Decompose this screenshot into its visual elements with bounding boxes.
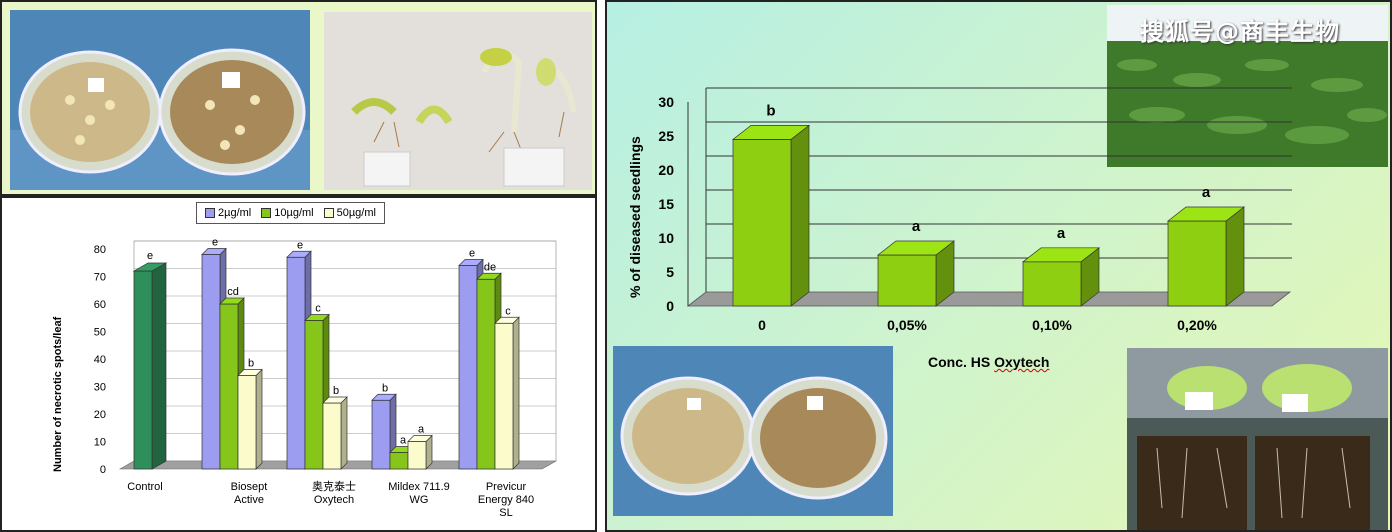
legend-swatch <box>323 208 334 218</box>
left-bar-2µg/ml <box>286 256 306 470</box>
left-bar-50µg/ml <box>237 375 257 470</box>
left-x-category-label: Active <box>234 494 264 506</box>
left-bar-50µg/ml-side <box>255 368 263 470</box>
left-bar-10µg/ml-top <box>219 297 245 305</box>
left-bar-label: cd <box>227 286 239 298</box>
left-bar-label: b <box>382 382 388 394</box>
left-x-category-label: Previcur <box>486 481 527 493</box>
left-bar-10µg/ml <box>389 452 409 470</box>
right-x-axis-title-word: Oxytech <box>994 354 1050 370</box>
photo-strip <box>0 0 597 196</box>
left-bar-50µg/ml-top <box>322 396 348 404</box>
left-bar-50µg/ml-top <box>494 316 520 324</box>
field-photo <box>1107 5 1388 167</box>
legend-item-2ug: 2µg/ml <box>205 207 251 219</box>
right-x-axis-title: Conc. HS Oxytech <box>928 354 1049 370</box>
legend-swatch <box>205 208 215 218</box>
left-bar-50µg/ml <box>407 441 427 470</box>
left-bar-label: e <box>469 248 475 260</box>
left-bar-label: b <box>333 385 339 397</box>
left-y-tick-label: 70 <box>94 272 106 284</box>
left-bar-2µg/ml <box>371 399 391 470</box>
left-bar-label: e <box>297 239 303 251</box>
left-bar-50µg/ml <box>494 322 514 470</box>
left-x-category-label: Control <box>127 481 162 493</box>
left-bar-50µg/ml-side <box>512 316 520 470</box>
legend-item-50ug: 50µg/ml <box>323 207 376 219</box>
legend-label: 2µg/ml <box>218 207 252 219</box>
left-bar-label: c <box>505 305 511 317</box>
left-y-tick-label: 20 <box>94 409 106 421</box>
left-bar-2µg/ml-top <box>286 250 312 258</box>
legend-item-10ug: 10µg/ml <box>261 207 314 219</box>
left-bar-10µg/ml-top <box>304 314 330 321</box>
left-y-tick-label: 10 <box>94 437 106 449</box>
left-bar-2µg/ml-top <box>201 248 227 255</box>
petri-dishes-photo <box>10 10 310 190</box>
left-x-category-label: 奥克泰士 <box>312 479 356 493</box>
right-y-axis-title: % of diseased seedlings <box>627 136 643 298</box>
left-bar-2µg/ml <box>458 265 478 470</box>
left-bar-50µg/ml-side <box>340 396 348 470</box>
left-x-category-label: Energy 840 <box>478 494 534 506</box>
left-x-category-label: WG <box>410 494 429 506</box>
left-x-category-label: Biosept <box>231 481 268 493</box>
left-bar-2µg/ml-top <box>458 259 484 266</box>
left-bar-label: e <box>147 250 153 262</box>
left-bar-label: c <box>315 303 321 315</box>
left-y-tick-label: 0 <box>100 464 106 476</box>
left-y-tick-label: 40 <box>94 354 106 366</box>
left-bar-50µg/ml-top <box>237 369 263 376</box>
petri-dishes-photo-small <box>613 346 893 516</box>
left-bar-control-top <box>132 262 168 272</box>
legend-label: 10µg/ml <box>274 207 314 219</box>
left-chart: 2µg/ml 10µg/ml 50µg/ml Number of necroti… <box>0 196 597 532</box>
left-legend: 2µg/ml 10µg/ml 50µg/ml <box>196 202 385 224</box>
left-y-tick-label: 50 <box>94 327 106 339</box>
left-x-category-label: SL <box>499 507 512 519</box>
left-bar-control-side <box>151 262 167 470</box>
left-bar-control <box>133 270 153 470</box>
watermark-text: 搜狐号@商丰生物 <box>1140 18 1340 46</box>
left-bar-2µg/ml-top <box>371 393 397 401</box>
left-x-category-label: Oxytech <box>314 494 354 506</box>
left-bar-10µg/ml-top <box>476 272 502 280</box>
legend-swatch <box>261 208 272 218</box>
left-bar-label: de <box>484 261 496 273</box>
left-x-category-label: Mildex 711.9 <box>388 481 450 493</box>
potted-plants-photo <box>1127 348 1388 530</box>
left-bar-label: a <box>418 424 425 436</box>
left-y-tick-label: 80 <box>94 244 106 256</box>
left-bar-2µg/ml <box>201 254 221 470</box>
left-bar-50µg/ml-top <box>407 435 433 442</box>
seedlings-photo <box>324 12 592 190</box>
left-bar-50µg/ml <box>322 402 342 470</box>
left-y-tick-label: 30 <box>94 382 106 394</box>
left-bar-10µg/ml <box>219 303 239 470</box>
legend-label: 50µg/ml <box>336 207 376 219</box>
left-bar-10µg/ml <box>304 320 324 470</box>
left-y-tick-label: 60 <box>94 299 106 311</box>
right-x-axis-title-prefix: Conc. HS <box>928 354 995 370</box>
left-bar-label: e <box>212 237 218 249</box>
left-bar-label: b <box>248 358 254 370</box>
left-bar-10µg/ml <box>476 278 496 470</box>
left-bar-label: a <box>400 435 407 447</box>
